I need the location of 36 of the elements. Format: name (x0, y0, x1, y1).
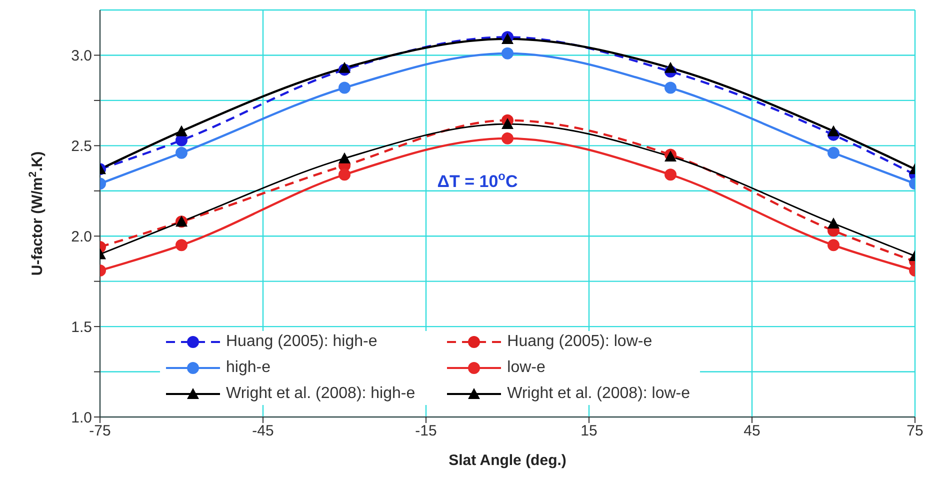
point (176, 239, 188, 252)
point (664, 82, 676, 94)
point (338, 62, 350, 73)
point (502, 47, 514, 60)
y-tick-label: 3.0 (71, 48, 92, 65)
legend-label: Wright et al. (2008): low-e (507, 385, 690, 403)
point (338, 152, 350, 164)
legend-label: low-e (507, 359, 546, 377)
y-tick-label: 1.5 (71, 318, 92, 336)
point (828, 125, 840, 136)
point (502, 118, 514, 129)
legend-label: Wright et al. (2008): high-e (226, 385, 416, 403)
x-tick-label: -45 (252, 422, 274, 440)
point (664, 62, 676, 73)
point (176, 146, 188, 159)
point (664, 168, 676, 181)
point (338, 168, 350, 181)
point (338, 82, 350, 94)
point (828, 217, 840, 228)
point (828, 146, 840, 159)
annotation: ΔT = 10$^{o}$C (437, 169, 518, 192)
x-axis-title: Slat Angle (deg.) (448, 452, 566, 469)
x-tick-label: 15 (580, 422, 598, 440)
y-tick-label: 1.0 (71, 409, 92, 426)
legend-label: Huang (2005): high-e (226, 333, 378, 351)
y-tick-label: 2.0 (71, 228, 92, 246)
x-tick-label: -75 (89, 422, 111, 440)
x-tick-label: -15 (415, 422, 437, 440)
legend-label: Huang (2005): low-e (507, 333, 652, 351)
point (828, 239, 840, 252)
y-tick-label: 2.5 (71, 138, 92, 155)
legend-label: high-e (226, 359, 270, 377)
x-tick-label: 45 (744, 422, 760, 440)
x-tick-label: 75 (906, 422, 924, 440)
point (502, 132, 514, 144)
point (176, 125, 188, 136)
